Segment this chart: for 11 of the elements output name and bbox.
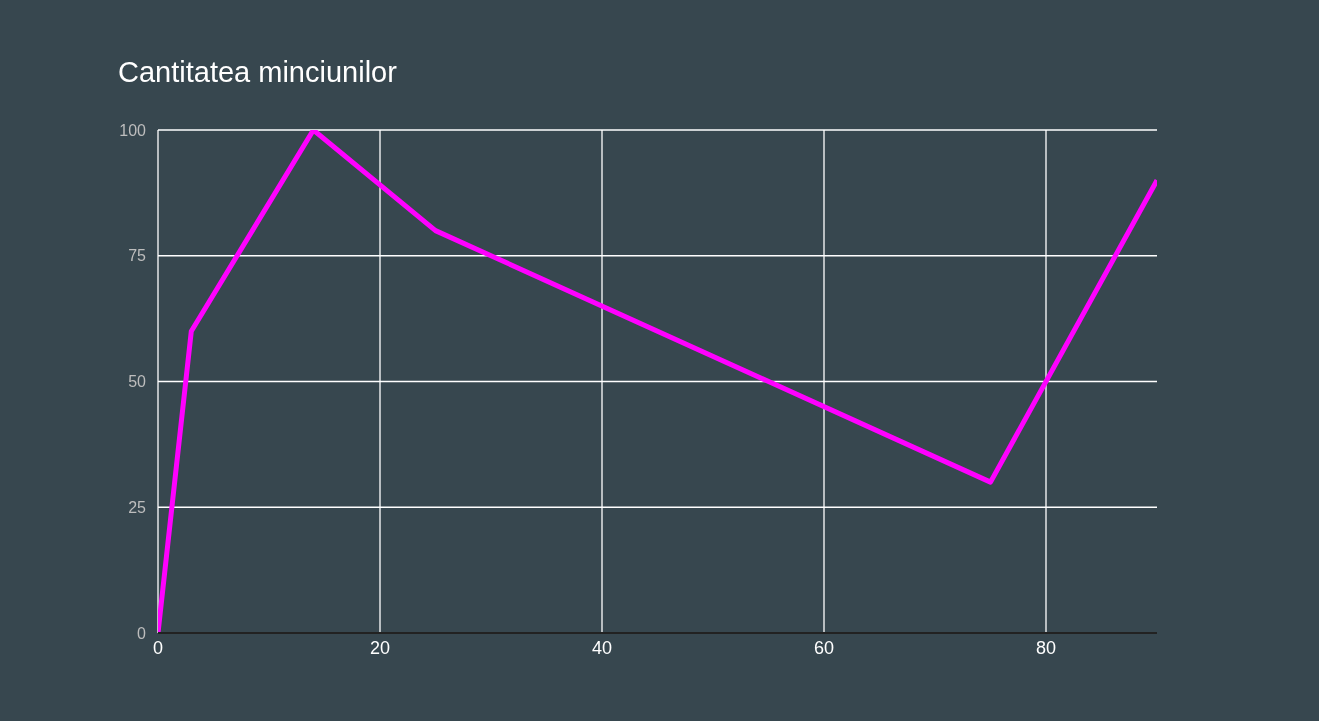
x-tick-label: 80 (1035, 637, 1057, 658)
x-tick-label: 20 (369, 637, 391, 658)
y-tick-label: 25 (128, 498, 147, 516)
chart-title: Cantitatea minciunilor (118, 56, 397, 89)
y-tick-label: 50 (128, 373, 147, 391)
x-tick-label: 0 (152, 637, 164, 658)
y-tick-label: 100 (119, 121, 147, 139)
x-tick-label: 60 (813, 637, 835, 658)
y-tick-label: 0 (137, 624, 147, 642)
y-tick-label: 75 (128, 247, 147, 265)
x-tick-label: 40 (591, 637, 613, 658)
